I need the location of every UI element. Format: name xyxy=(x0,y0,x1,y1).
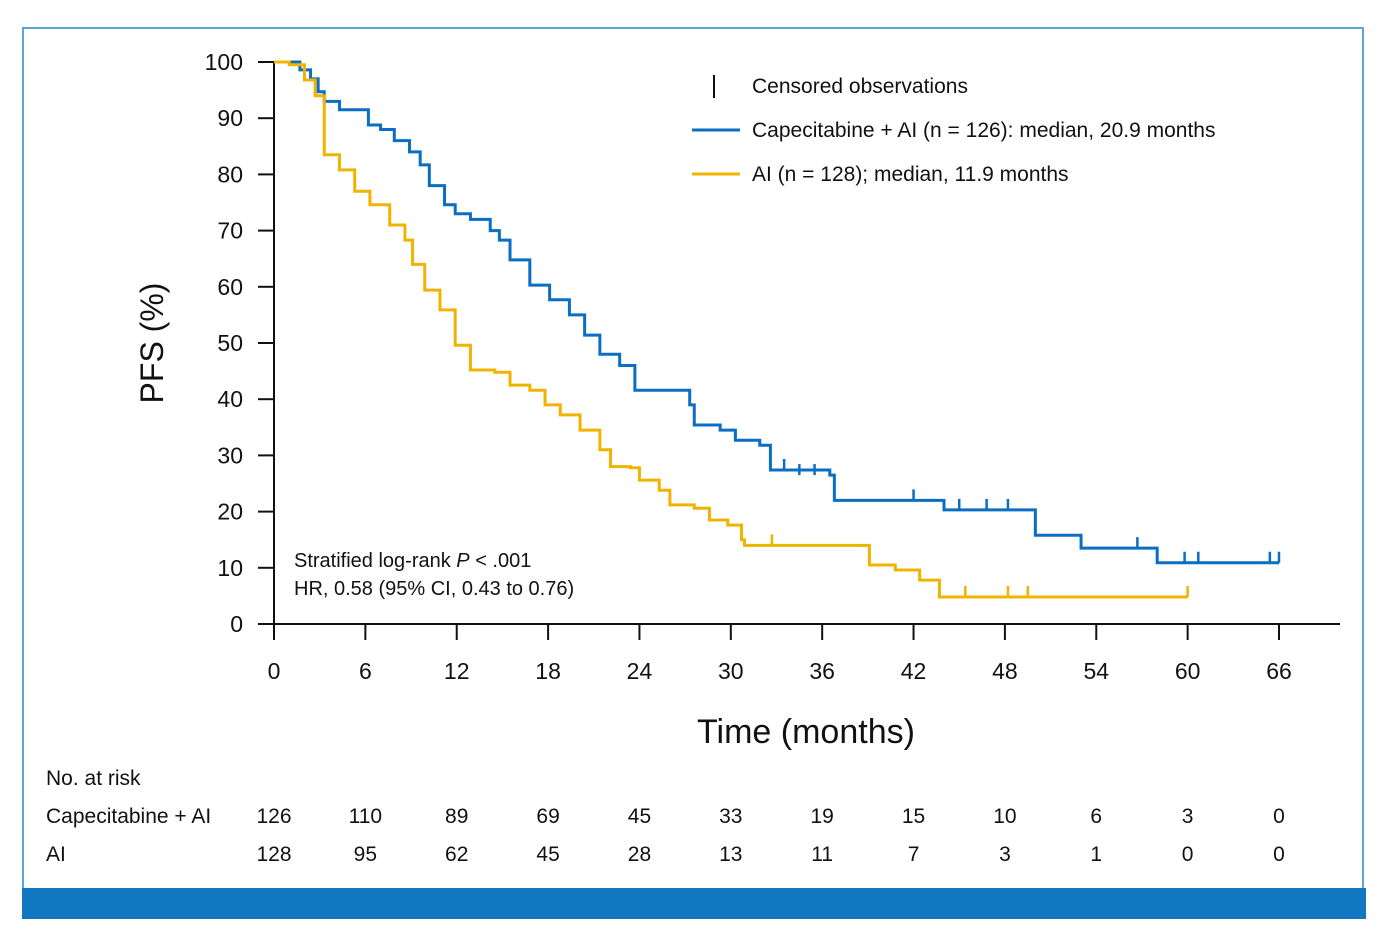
y-tick-label: 70 xyxy=(217,218,243,244)
logrank-text: Stratified log-rank P < .001 xyxy=(294,550,531,572)
risk-value: 0 xyxy=(1273,805,1285,828)
x-tick-label: 12 xyxy=(444,658,470,684)
y-tick-label: 0 xyxy=(230,611,243,637)
x-tick-label: 24 xyxy=(627,658,653,684)
y-axis-label: PFS (%) xyxy=(134,283,170,404)
risk-row-label-cap-ai: Capecitabine + AI xyxy=(46,805,211,828)
stats-annotation: Stratified log-rank P < .001 HR, 0.58 (9… xyxy=(294,550,574,600)
x-axis-label: Time (months) xyxy=(697,713,915,751)
x-tick-label: 0 xyxy=(268,658,281,684)
risk-value: 0 xyxy=(1182,843,1194,866)
risk-value: 110 xyxy=(349,805,382,828)
risk-value: 69 xyxy=(536,805,559,828)
risk-value: 13 xyxy=(719,843,742,866)
risk-value: 3 xyxy=(1182,805,1194,828)
y-tick-label: 20 xyxy=(217,499,243,525)
legend-label-ai: AI (n = 128); median, 11.9 months xyxy=(752,163,1069,186)
risk-value: 0 xyxy=(1273,843,1285,866)
x-tick-label: 6 xyxy=(359,658,372,684)
axes: 0 6 12 18 24 30 36 42 48 54 60 66 0 10 20 30 40 50 60 70 80 9… xyxy=(205,49,1340,684)
y-tick-label: 80 xyxy=(217,161,243,187)
hr-text: HR, 0.58 (95% CI, 0.43 to 0.76) xyxy=(294,578,574,600)
x-tick-label: 66 xyxy=(1266,658,1292,684)
risk-value: 95 xyxy=(354,843,377,866)
risk-value: 28 xyxy=(628,843,651,866)
risk-value: 33 xyxy=(719,805,742,828)
risk-table: No. at risk Capecitabine + AI AI 126 110 8… xyxy=(46,767,1285,866)
risk-value: 6 xyxy=(1090,805,1102,828)
x-tick-label: 54 xyxy=(1083,658,1109,684)
risk-value: 3 xyxy=(999,843,1011,866)
risk-value: 19 xyxy=(811,805,834,828)
legend-label-cap-ai: Capecitabine + AI (n = 126): median, 20.… xyxy=(752,119,1215,142)
x-tick-label: 60 xyxy=(1175,658,1201,684)
risk-value: 128 xyxy=(256,843,291,866)
x-tick-label: 36 xyxy=(809,658,835,684)
y-tick-label: 100 xyxy=(205,49,243,75)
risk-value: 45 xyxy=(628,805,651,828)
km-curve-ai xyxy=(274,60,1188,599)
y-tick-label: 50 xyxy=(217,330,243,356)
x-tick-label: 42 xyxy=(901,658,927,684)
legend-censored-label: Censored observations xyxy=(752,75,968,98)
y-tick-label: 60 xyxy=(217,274,243,300)
y-tick-label: 90 xyxy=(217,105,243,131)
risk-value: 7 xyxy=(908,843,920,866)
y-tick-label: 30 xyxy=(217,442,243,468)
risk-table-title: No. at risk xyxy=(46,767,141,790)
risk-value: 11 xyxy=(811,843,833,866)
footer-band xyxy=(22,888,1366,919)
risk-value: 1 xyxy=(1090,843,1102,866)
legend: Censored observations Capecitabine + AI … xyxy=(692,75,1215,186)
y-tick-label: 40 xyxy=(217,386,243,412)
risk-value: 62 xyxy=(445,843,468,866)
x-tick-label: 48 xyxy=(992,658,1018,684)
risk-value: 126 xyxy=(256,805,291,828)
risk-value: 10 xyxy=(993,805,1016,828)
x-tick-label: 18 xyxy=(535,658,561,684)
risk-value: 45 xyxy=(536,843,559,866)
curves xyxy=(274,60,1281,599)
x-tick-label: 30 xyxy=(718,658,744,684)
y-tick-label: 10 xyxy=(217,555,243,581)
risk-value: 15 xyxy=(902,805,925,828)
risk-value: 89 xyxy=(445,805,468,828)
km-curve-cap-ai xyxy=(274,60,1279,565)
risk-row-label-ai: AI xyxy=(46,843,66,866)
